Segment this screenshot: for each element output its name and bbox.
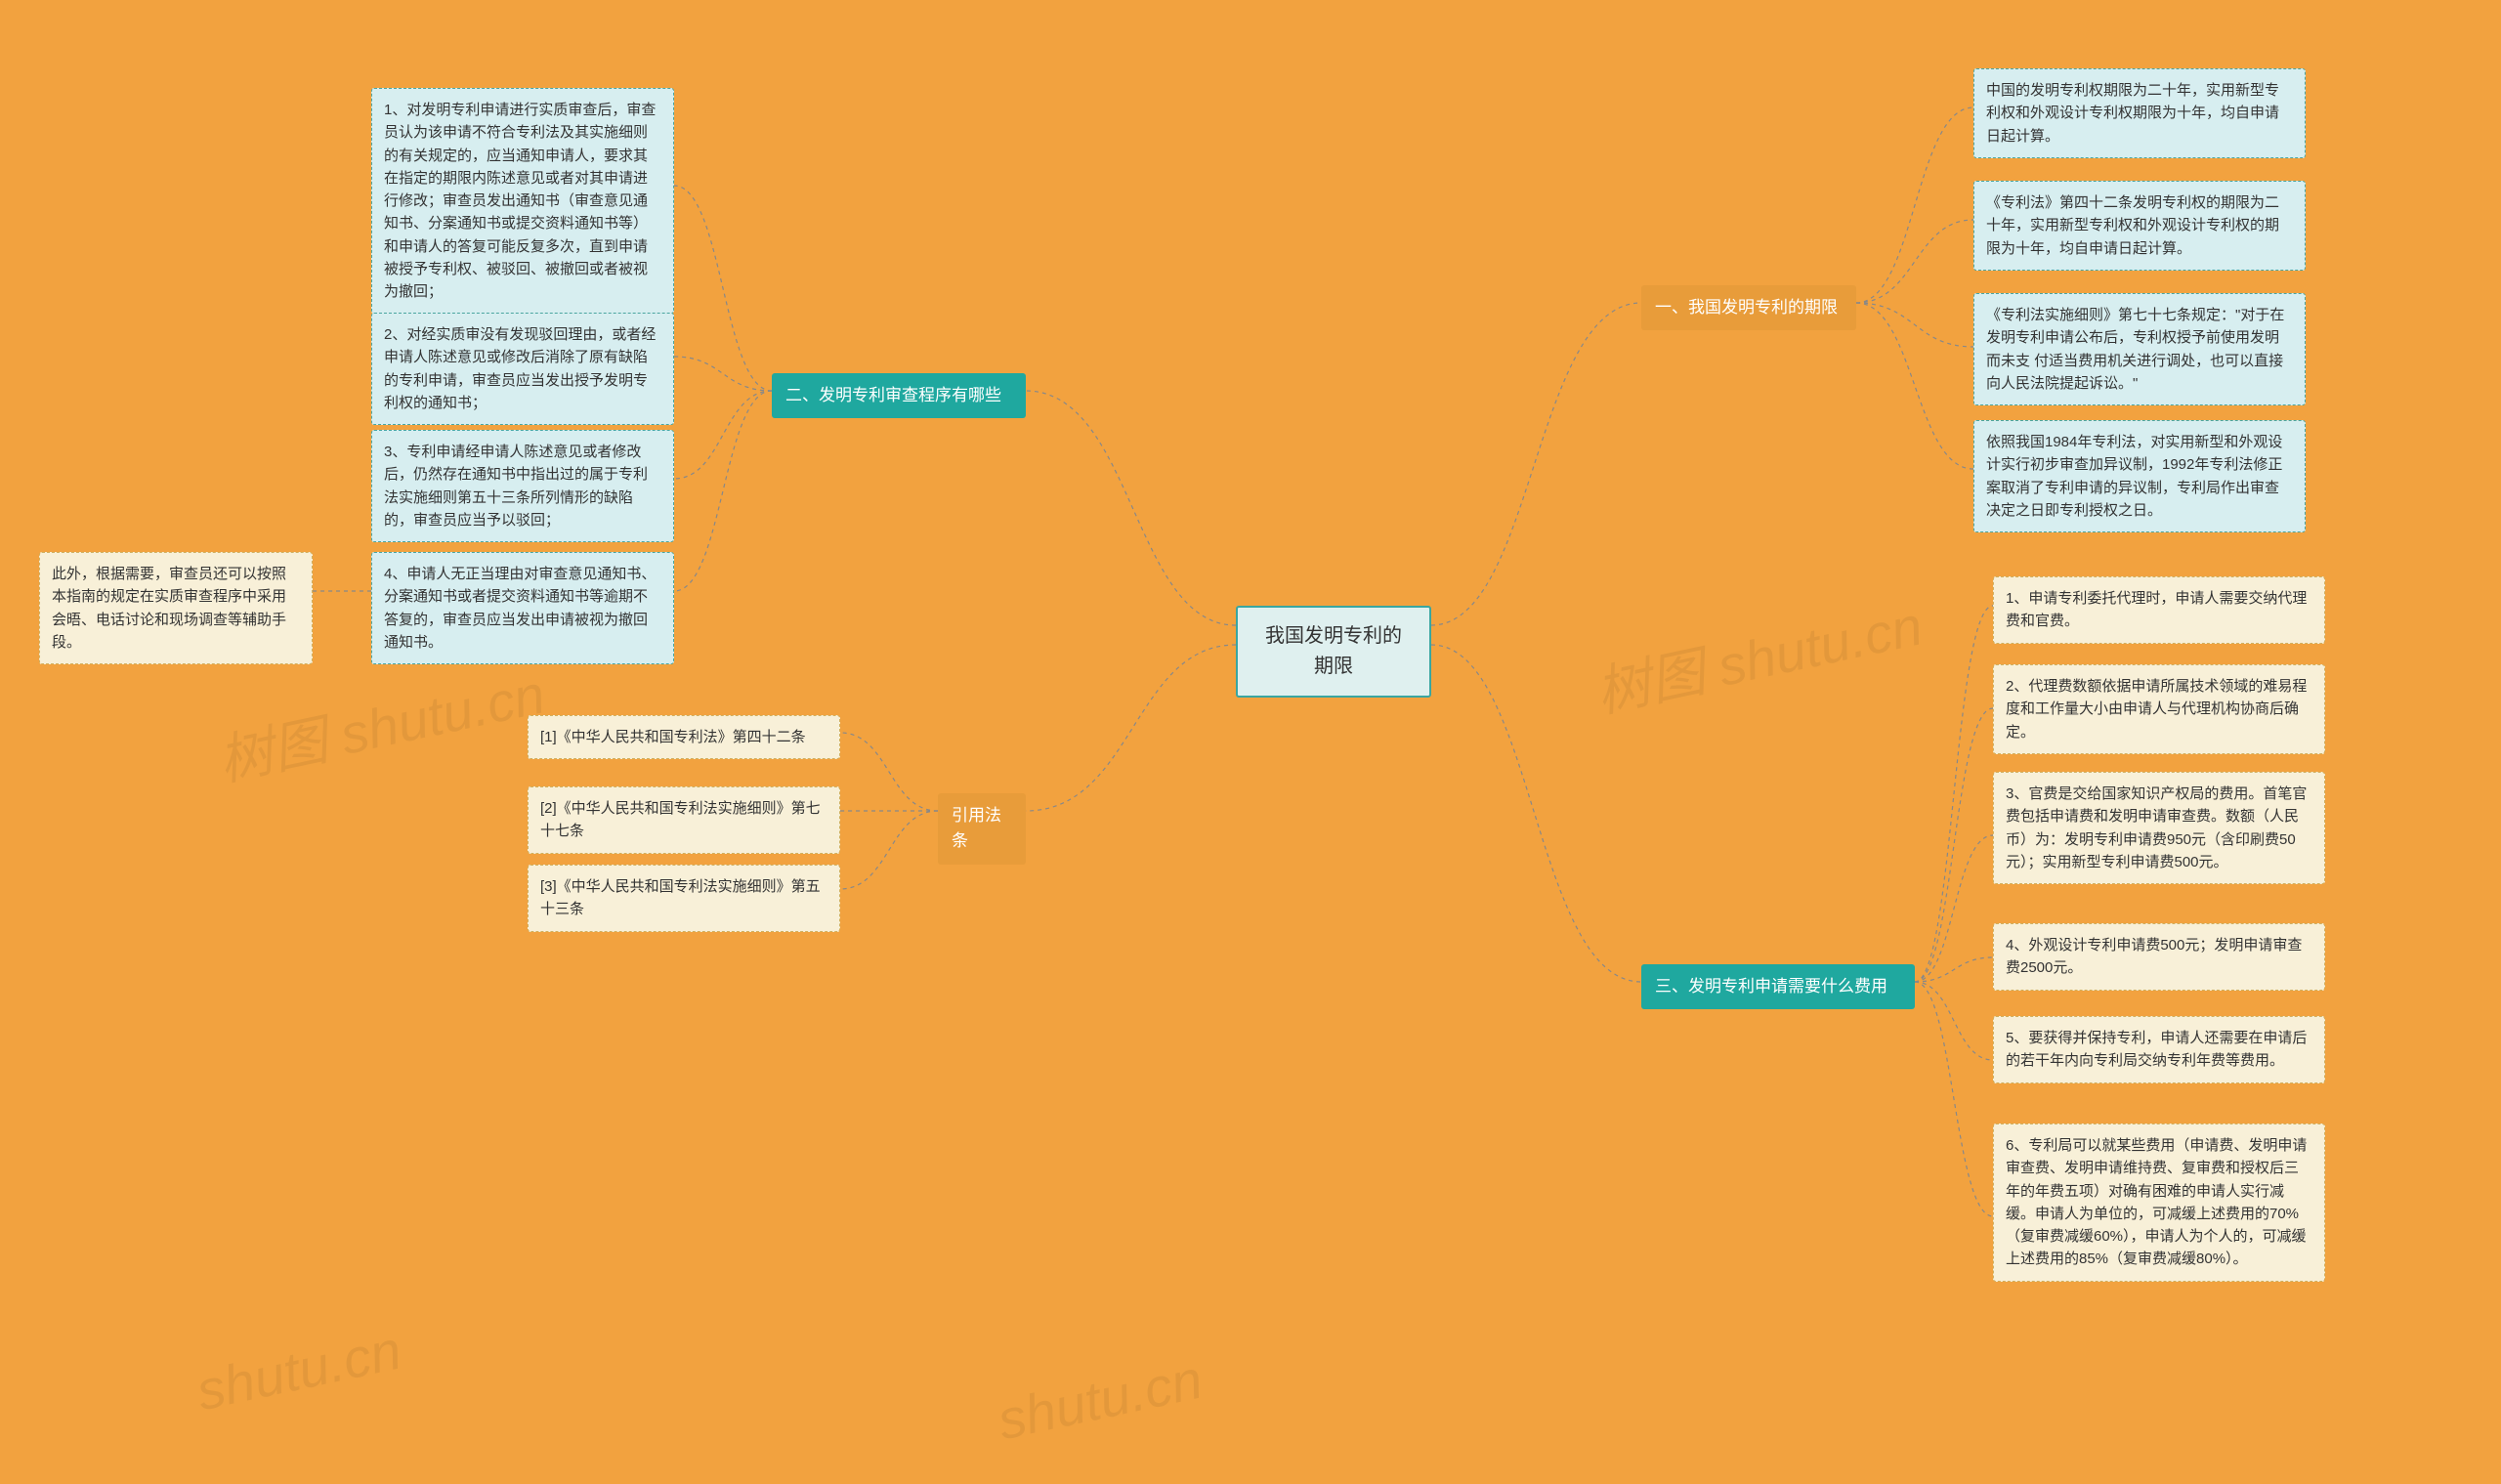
leaf-l1-3: 3、专利申请经申请人陈述意见或者修改后，仍然存在通知书中指出过的属于专利法实施细… bbox=[371, 430, 674, 542]
watermark: 树图 shutu.cn bbox=[210, 651, 551, 797]
leaf-r2-5: 5、要获得并保持专利，申请人还需要在申请后的若干年内向专利局交纳专利年费等费用。 bbox=[1993, 1016, 2325, 1083]
watermark: shutu.cn bbox=[191, 1318, 407, 1423]
branch-right-2: 三、发明专利申请需要什么费用 bbox=[1641, 964, 1915, 1009]
root-node: 我国发明专利的期限 bbox=[1236, 606, 1431, 698]
leaf-r2-2: 2、代理费数额依据申请所属技术领域的难易程度和工作量大小由申请人与代理机构协商后… bbox=[1993, 664, 2325, 754]
leaf-r1-2: 《专利法》第四十二条发明专利权的期限为二十年，实用新型专利权和外观设计专利权的期… bbox=[1973, 181, 2306, 271]
branch-left-2: 引用法条 bbox=[938, 793, 1026, 865]
leaf-l2-3: [3]《中华人民共和国专利法实施细则》第五十三条 bbox=[528, 865, 840, 932]
watermark: 树图 shutu.cn bbox=[1588, 582, 1929, 729]
leaf-r2-1: 1、申请专利委托代理时，申请人需要交纳代理费和官费。 bbox=[1993, 576, 2325, 644]
leaf-l1-extra: 此外，根据需要，审查员还可以按照本指南的规定在实质审查程序中采用会晤、电话讨论和… bbox=[39, 552, 313, 664]
leaf-l1-1: 1、对发明专利申请进行实质审查后，审查员认为该申请不符合专利法及其实施细则的有关… bbox=[371, 88, 674, 314]
watermark: shutu.cn bbox=[993, 1347, 1208, 1453]
branch-left-1: 二、发明专利审查程序有哪些 bbox=[772, 373, 1026, 418]
leaf-r2-3: 3、官费是交给国家知识产权局的费用。首笔官费包括申请费和发明申请审查费。数额（人… bbox=[1993, 772, 2325, 884]
leaf-r2-6: 6、专利局可以就某些费用（申请费、发明申请审查费、发明申请维持费、复审费和授权后… bbox=[1993, 1124, 2325, 1282]
leaf-r1-3: 《专利法实施细则》第七十七条规定："对于在发明专利申请公布后，专利权授予前使用发… bbox=[1973, 293, 2306, 405]
leaf-l1-4: 4、申请人无正当理由对审查意见通知书、分案通知书或者提交资料通知书等逾期不答复的… bbox=[371, 552, 674, 664]
branch-right-1: 一、我国发明专利的期限 bbox=[1641, 285, 1856, 330]
leaf-r1-4: 依照我国1984年专利法，对实用新型和外观设计实行初步审查加异议制，1992年专… bbox=[1973, 420, 2306, 532]
leaf-l2-2: [2]《中华人民共和国专利法实施细则》第七十七条 bbox=[528, 786, 840, 854]
leaf-r1-1: 中国的发明专利权期限为二十年，实用新型专利权和外观设计专利权期限为十年，均自申请… bbox=[1973, 68, 2306, 158]
leaf-l2-1: [1]《中华人民共和国专利法》第四十二条 bbox=[528, 715, 840, 759]
leaf-r2-4: 4、外观设计专利申请费500元；发明申请审查费2500元。 bbox=[1993, 923, 2325, 991]
leaf-l1-2: 2、对经实质审没有发现驳回理由，或者经申请人陈述意见或修改后消除了原有缺陷的专利… bbox=[371, 313, 674, 425]
